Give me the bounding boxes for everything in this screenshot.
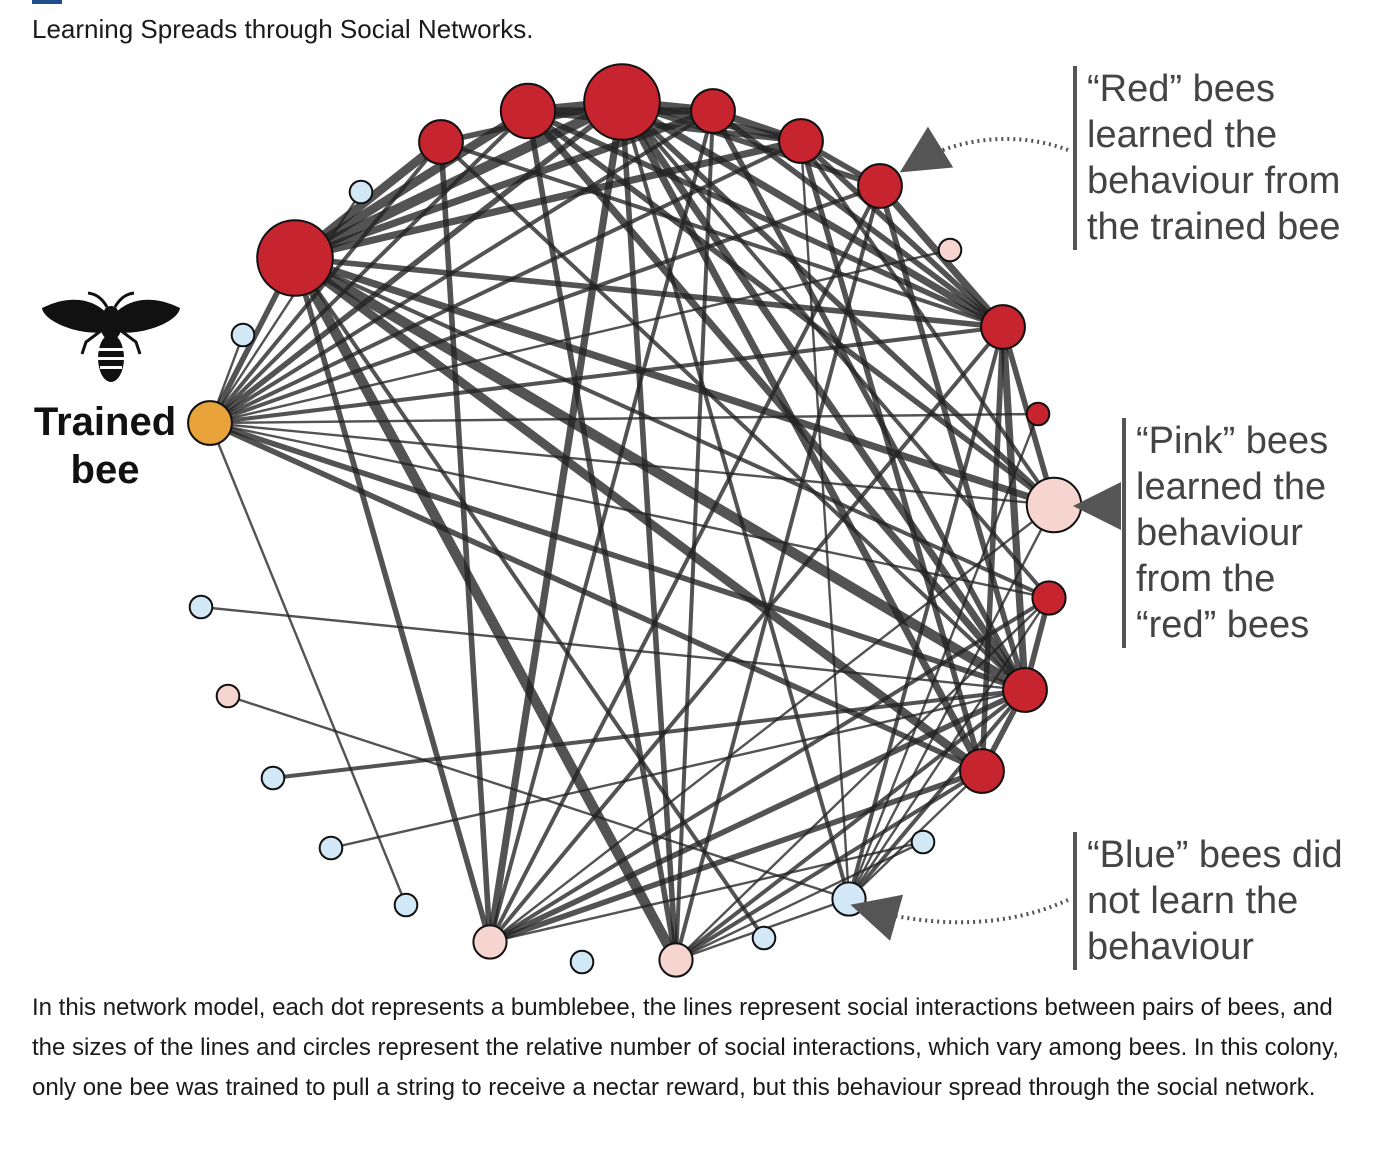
edge-r4-b9 [620, 100, 851, 901]
pink-bee-node [215, 683, 241, 709]
edge-r1-r8 [292, 255, 1006, 330]
red-bee-node [1025, 401, 1051, 427]
edge-r4-r8 [618, 98, 1007, 331]
edge-trained-b6 [208, 421, 408, 907]
edge-p5-b10 [674, 840, 925, 962]
edge-p4-b10 [488, 840, 925, 944]
red-bee-node [499, 82, 557, 140]
edge-r11-b3 [199, 605, 1027, 692]
edge-trained-r5 [208, 109, 715, 425]
edge-r10-p5 [674, 596, 1051, 962]
edge-p2-p4 [488, 503, 1056, 944]
blue-bee-node [188, 594, 214, 620]
edges-layer [199, 96, 1058, 966]
edge-r1-r10 [293, 256, 1051, 600]
social-network-diagram [187, 63, 1121, 978]
edge-r1-p2 [291, 254, 1058, 509]
red-bee-node [778, 118, 824, 164]
figure-caption: In this network model, each dot represen… [32, 994, 1339, 1101]
pink-bee-node [658, 942, 694, 978]
edge-r1-r4 [289, 96, 628, 264]
edge-r7-p5 [674, 184, 882, 962]
red-bee-node [1002, 667, 1048, 713]
blue-bee-node [569, 949, 595, 975]
red-bee-node [980, 304, 1026, 350]
edge-r6-b9 [799, 139, 851, 901]
edge-r3-r11 [524, 107, 1029, 694]
edge-r4-p4 [486, 98, 626, 946]
edge-trained-r7 [208, 184, 882, 425]
blue-bee-node [260, 765, 286, 791]
edge-r6-r8 [798, 138, 1006, 330]
edge-r3-p2 [525, 108, 1057, 508]
edge-r5-p5 [674, 109, 715, 962]
blue-bee-node [751, 925, 777, 951]
red-bees-annotation-text: “Red” bees learned the behaviour from th… [1087, 68, 1341, 248]
edge-r10-p4 [488, 596, 1051, 944]
dotted-arrow-icon [899, 126, 1069, 173]
edge-r11-p4 [487, 687, 1028, 945]
edge-trained-r4 [207, 99, 625, 426]
edge-r2-r11 [439, 140, 1027, 692]
edge-r3-r8 [525, 108, 1006, 330]
pink-bees-annotation: “Pink” bees learned the behaviour from t… [1122, 418, 1356, 648]
edge-p3-b9 [226, 694, 851, 901]
edge-p2-b9 [847, 503, 1056, 901]
edge-r8-b9 [847, 325, 1005, 901]
blue-bee-node [318, 835, 344, 861]
red-bee-node [418, 119, 464, 165]
pink-bee-node [937, 237, 963, 263]
edge-r12-p5 [674, 769, 984, 962]
edge-r11-b5 [329, 688, 1027, 850]
edge-r11-b4 [271, 688, 1027, 780]
pink-bees-annotation-text: “Pink” bees learned the behaviour from t… [1136, 420, 1329, 646]
red-bee-node [1031, 580, 1067, 616]
edge-r8-p4 [488, 325, 1005, 944]
red-bee-node [959, 748, 1005, 794]
edge-trained-r9 [208, 412, 1040, 425]
edge-r8-r12 [979, 324, 1006, 774]
dotted-arrow-icon [850, 894, 1069, 941]
edge-r1-b8 [293, 256, 766, 940]
edge-trained-p2 [208, 421, 1056, 507]
blue-bee-node [230, 322, 256, 348]
top-accent-bar [32, 0, 62, 4]
red-bee-node [256, 219, 334, 297]
trained-bee-node [187, 400, 233, 446]
edge-trained-r12 [207, 420, 985, 774]
red-bee-node [583, 63, 661, 141]
figure-title: Learning Spreads through Social Networks… [32, 14, 534, 44]
blue-bees-annotation-text: “Blue” bees did not learn the behaviour [1087, 834, 1343, 968]
edge-r9-b9 [847, 412, 1040, 901]
edge-r8-r11 [999, 323, 1029, 694]
edge-r5-r8 [710, 108, 1006, 330]
edge-trained-r11 [207, 420, 1028, 693]
pink-bee-node [1025, 476, 1083, 534]
bee-icon [42, 291, 180, 382]
edge-r1-r3 [290, 106, 533, 263]
trained-bee-label: Trained bee [33, 400, 177, 492]
blue-bee-node [348, 179, 374, 205]
edge-trained-r8 [208, 325, 1005, 425]
blue-bee-node [910, 829, 936, 855]
edge-r7-p4 [488, 184, 882, 944]
edge-r11-p5 [674, 688, 1027, 962]
edge-r4-p5 [619, 99, 679, 963]
edge-r1-p4 [292, 255, 493, 945]
edge-r5-r11 [710, 108, 1028, 693]
edge-r4-p2 [619, 99, 1057, 508]
edge-r6-r12 [798, 138, 985, 774]
blue-bee-node [393, 892, 419, 918]
edge-r1-r12 [290, 253, 987, 776]
blue-bees-annotation: “Blue” bees did not learn the behaviour [1073, 832, 1347, 970]
red-bees-annotation: “Red” bees learned the behaviour from th… [1073, 66, 1367, 250]
pink-bee-node [472, 924, 508, 960]
blue-bee-node [831, 881, 867, 917]
edge-r1-p5 [289, 252, 682, 966]
nodes-layer [187, 63, 1083, 978]
red-bee-node [690, 88, 736, 134]
edge-r2-p4 [438, 139, 493, 945]
red-bee-node [857, 163, 903, 209]
edge-r4-r12 [618, 98, 986, 775]
